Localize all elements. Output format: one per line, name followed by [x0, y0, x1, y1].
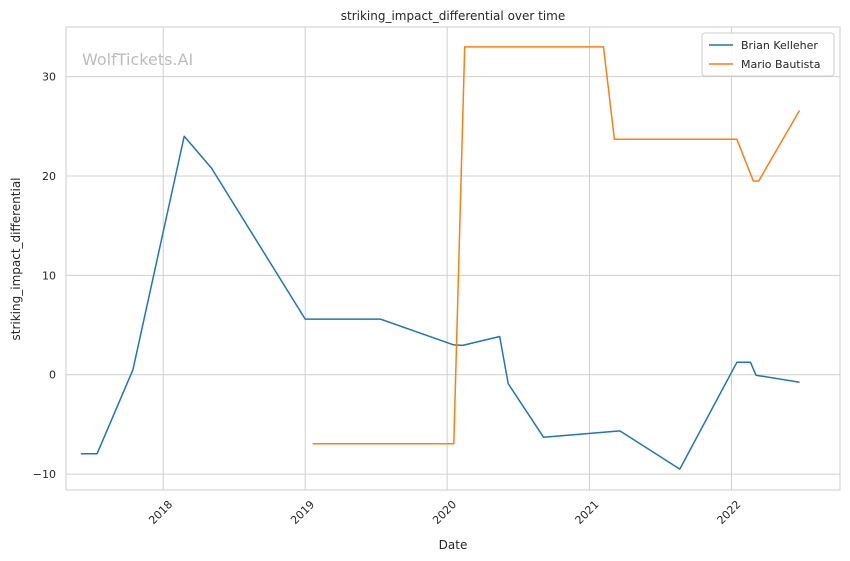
watermark: WolfTickets.AI: [82, 50, 193, 69]
y-tick-label: 0: [49, 369, 56, 382]
grid: [66, 27, 840, 490]
legend-label: Mario Bautista: [741, 58, 820, 71]
legend: Brian Kelleher Mario Bautista: [701, 32, 835, 77]
chart-title: striking_impact_differential over time: [341, 9, 566, 23]
y-tick-label: −10: [33, 468, 56, 481]
series-line-1: [80, 135, 800, 470]
plot-frame: [65, 26, 841, 491]
y-tick-label: 30: [42, 71, 56, 84]
y-axis-label: striking_impact_differential: [9, 177, 23, 340]
series-layer: [80, 46, 801, 470]
series-line-2: [312, 46, 801, 445]
legend-box: [701, 32, 835, 77]
x-axis-label: Date: [439, 538, 468, 552]
y-tick-label: 10: [42, 269, 56, 282]
y-tick-label: 20: [42, 170, 56, 183]
legend-label: Brian Kelleher: [741, 39, 818, 52]
y-tick-labels: −10 0 10 20 30: [33, 71, 56, 481]
